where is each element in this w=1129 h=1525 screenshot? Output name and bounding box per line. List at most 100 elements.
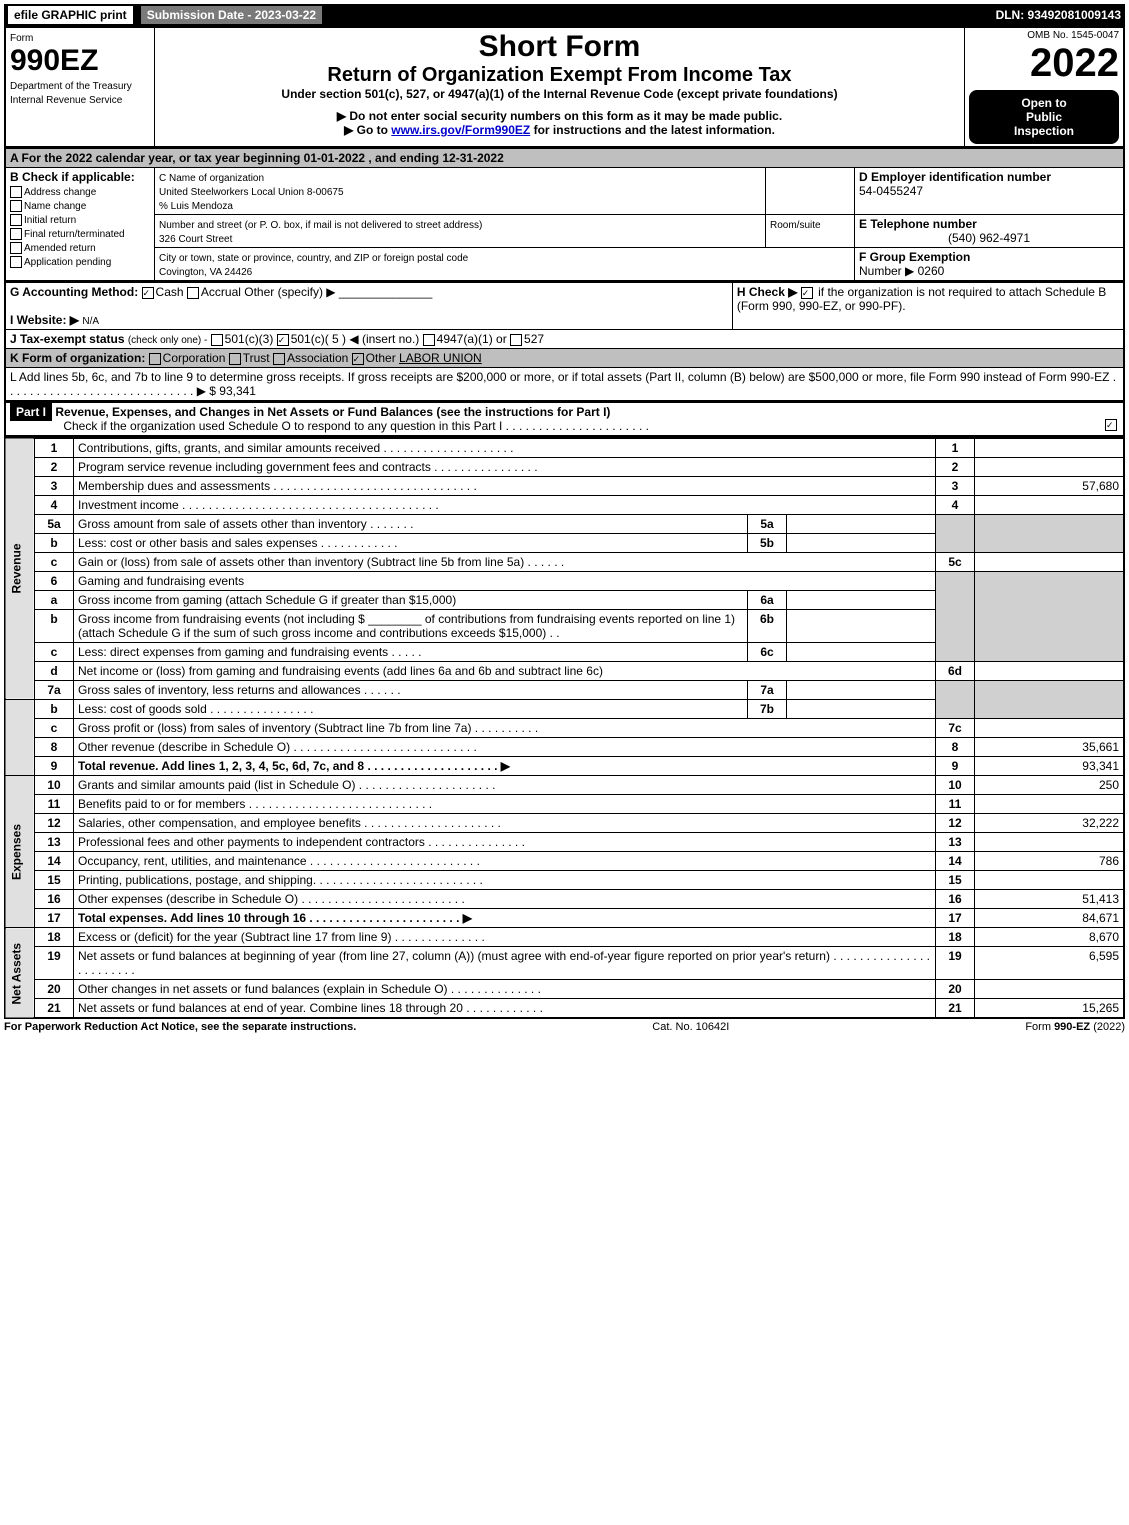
irs-link[interactable]: www.irs.gov/Form990EZ <box>391 123 530 137</box>
t19: Net assets or fund balances at beginning… <box>74 947 936 980</box>
a19: 6,595 <box>975 947 1125 980</box>
cb-pending[interactable] <box>10 256 22 268</box>
ln4: 4 <box>35 496 74 515</box>
cb-amended[interactable] <box>10 242 22 254</box>
cb-corp[interactable] <box>149 353 161 365</box>
b14: 14 <box>936 852 975 871</box>
ln20: 20 <box>35 980 74 999</box>
b13: 13 <box>936 833 975 852</box>
section-b-label: B Check if applicable: <box>10 170 135 184</box>
t6d: Net income or (loss) from gaming and fun… <box>74 662 936 681</box>
form-header: Form 990EZ Department of the Treasury In… <box>4 26 1125 148</box>
form-subtitle: Under section 501(c), 527, or 4947(a)(1)… <box>159 87 960 101</box>
tax-year: 2022 <box>969 41 1119 86</box>
a8: 35,661 <box>975 738 1125 757</box>
open2: Public <box>1026 110 1062 124</box>
note2-post: for instructions and the latest informat… <box>530 123 775 137</box>
ln18: 18 <box>35 928 74 947</box>
cash: Cash <box>156 285 184 299</box>
l-text: L Add lines 5b, 6c, and 7b to line 9 to … <box>10 370 1116 398</box>
t7a: Gross sales of inventory, less returns a… <box>74 681 748 700</box>
telephone: (540) 962-4971 <box>859 231 1119 245</box>
ln15: 15 <box>35 871 74 890</box>
t17: Total expenses. Add lines 10 through 16 … <box>78 911 472 925</box>
ln8: 8 <box>35 738 74 757</box>
b21: 21 <box>936 999 975 1019</box>
ln2: 2 <box>35 458 74 477</box>
k-value: LABOR UNION <box>399 351 482 365</box>
cb-527[interactable] <box>510 334 522 346</box>
netassets-section-label: Net Assets <box>5 928 35 1019</box>
open3: Inspection <box>1014 124 1074 138</box>
opt-addr: Address change <box>24 187 96 198</box>
b20: 20 <box>936 980 975 999</box>
ein: 54-0455247 <box>859 184 923 198</box>
cb-assoc[interactable] <box>273 353 285 365</box>
opt-name: Name change <box>24 201 86 212</box>
g-label: G Accounting Method: <box>10 285 138 299</box>
ln6a: a <box>35 591 74 610</box>
a3: 57,680 <box>975 477 1125 496</box>
a2 <box>975 458 1125 477</box>
city: Covington, VA 24426 <box>159 267 252 278</box>
ln9: 9 <box>35 757 74 776</box>
t12: Salaries, other compensation, and employ… <box>74 814 936 833</box>
j-note: (check only one) - <box>128 335 207 346</box>
form-word: Form <box>10 33 33 44</box>
ln5a: 5a <box>35 515 74 534</box>
b8: 8 <box>936 738 975 757</box>
ln16: 16 <box>35 890 74 909</box>
cb-h[interactable] <box>801 287 813 299</box>
short-form-title: Short Form <box>159 30 960 64</box>
b19: 19 <box>936 947 975 980</box>
ln7c: c <box>35 719 74 738</box>
group-label: F Group Exemption <box>859 250 970 264</box>
a5c <box>975 553 1125 572</box>
j-o4: 527 <box>524 332 544 346</box>
cb-final[interactable] <box>10 228 22 240</box>
t6b1: Gross income from fundraising events (no… <box>78 612 365 626</box>
b4: 4 <box>936 496 975 515</box>
b7c: 7c <box>936 719 975 738</box>
submission-date: Submission Date - 2023-03-22 <box>141 6 322 24</box>
a16: 51,413 <box>975 890 1125 909</box>
k-o2: Trust <box>243 351 270 365</box>
d-label: D Employer identification number <box>859 170 1051 184</box>
a17: 84,671 <box>975 909 1125 928</box>
l-amount: 93,341 <box>219 384 256 398</box>
care-of: % Luis Mendoza <box>159 201 233 212</box>
cb-initial[interactable] <box>10 214 22 226</box>
part1-check: Check if the organization used Schedule … <box>63 419 649 433</box>
cb-501c3[interactable] <box>211 334 223 346</box>
cb-other[interactable] <box>352 353 364 365</box>
s5b: 5b <box>748 534 787 553</box>
cb-501c[interactable] <box>277 334 289 346</box>
b15: 15 <box>936 871 975 890</box>
b9: 9 <box>936 757 975 776</box>
cb-trust[interactable] <box>229 353 241 365</box>
k-o3: Association <box>287 351 348 365</box>
b10: 10 <box>936 776 975 795</box>
cb-name[interactable] <box>10 200 22 212</box>
b2: 2 <box>936 458 975 477</box>
a7c <box>975 719 1125 738</box>
a20 <box>975 980 1125 999</box>
a12: 32,222 <box>975 814 1125 833</box>
ln17: 17 <box>35 909 74 928</box>
org-name: United Steelworkers Local Union 8-00675 <box>159 187 344 198</box>
a9: 93,341 <box>975 757 1125 776</box>
cb-address[interactable] <box>10 186 22 198</box>
s6c: 6c <box>748 643 787 662</box>
open1: Open to <box>1021 96 1066 110</box>
cb-accrual[interactable] <box>187 287 199 299</box>
a21: 15,265 <box>975 999 1125 1019</box>
a15 <box>975 871 1125 890</box>
cb-4947[interactable] <box>423 334 435 346</box>
cb-schedo[interactable] <box>1105 419 1117 431</box>
cb-cash[interactable] <box>142 287 154 299</box>
accrual: Accrual <box>201 285 241 299</box>
ln7a: 7a <box>35 681 74 700</box>
t7b: Less: cost of goods sold . . . . . . . .… <box>74 700 748 719</box>
ln5b: b <box>35 534 74 553</box>
b3: 3 <box>936 477 975 496</box>
